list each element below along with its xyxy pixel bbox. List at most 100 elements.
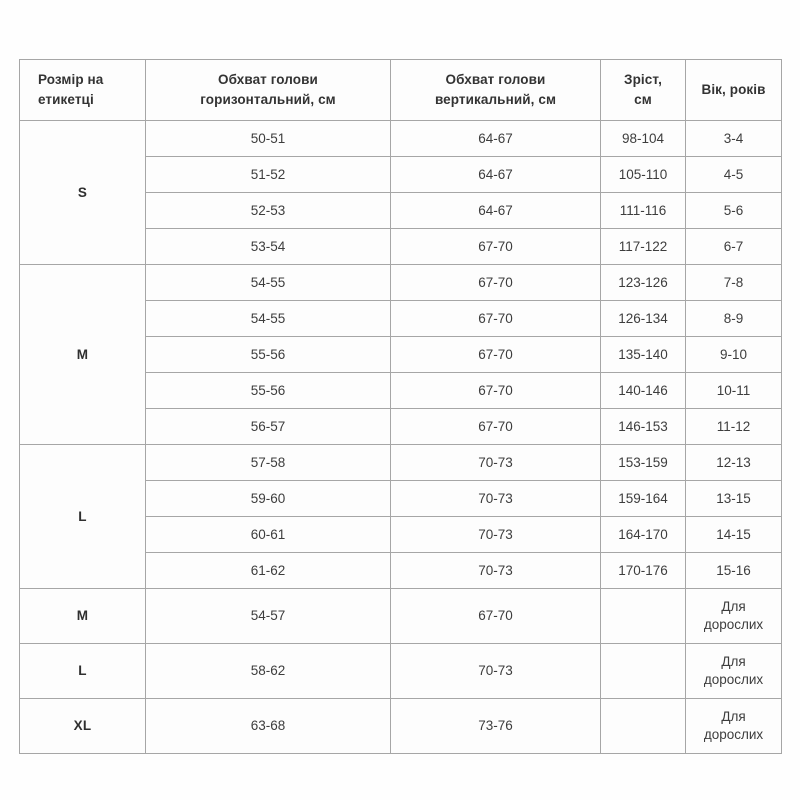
cell-height	[600, 643, 686, 699]
cell-horizontal: 55-56	[145, 372, 391, 409]
column-header-height-line2: см	[634, 92, 652, 107]
cell-age: 6-7	[685, 228, 782, 265]
cell-horizontal: 52-53	[145, 192, 391, 229]
table-row: XL 63-68 73-76 Для дорослих	[19, 698, 782, 754]
column-header-height-line1: Зріст,	[624, 72, 662, 88]
cell-age-line1: Для	[721, 708, 746, 724]
cell-vertical: 67-70	[390, 588, 601, 644]
table-row: 53-54 67-70 117-122 6-7	[20, 228, 782, 265]
cell-vertical: 70-73	[390, 480, 601, 517]
cell-height: 123-126	[600, 264, 686, 301]
cell-vertical: 73-76	[390, 698, 601, 754]
size-label-cell: M	[19, 264, 146, 445]
cell-age-line2: дорослих	[703, 727, 764, 742]
cell-height	[600, 588, 686, 644]
table-row: 51-52 64-67 105-110 4-5	[20, 156, 782, 193]
cell-age: 3-4	[685, 120, 782, 157]
size-label-cell: L	[19, 444, 146, 589]
cell-age: 9-10	[685, 336, 782, 373]
cell-vertical: 64-67	[390, 156, 601, 193]
cell-age: Для дорослих	[685, 698, 782, 754]
cell-age: 4-5	[685, 156, 782, 193]
cell-age-line2: дорослих	[703, 672, 764, 687]
table-row: L 58-62 70-73 Для дорослих	[19, 643, 782, 699]
cell-height: 135-140	[600, 336, 686, 373]
cell-horizontal: 59-60	[145, 480, 391, 517]
cell-horizontal: 51-52	[145, 156, 391, 193]
cell-horizontal: 58-62	[145, 643, 391, 699]
cell-height: 170-176	[600, 552, 686, 589]
cell-horizontal: 57-58	[145, 444, 391, 481]
cell-age: 15-16	[685, 552, 782, 589]
cell-vertical: 70-73	[390, 444, 601, 481]
cell-age: 7-8	[685, 264, 782, 301]
cell-age: Для дорослих	[685, 588, 782, 644]
cell-height: 153-159	[600, 444, 686, 481]
cell-height: 111-116	[600, 192, 686, 229]
table-row: S 50-51 64-67 98-104 3-4	[19, 120, 782, 265]
size-label-cell: XL	[19, 698, 146, 754]
cell-horizontal: 54-57	[145, 588, 391, 644]
column-header-horizontal: Обхват голови горизонтальний, см	[145, 59, 391, 121]
cell-age-line1: Для	[721, 653, 746, 669]
cell-height	[600, 698, 686, 754]
cell-vertical: 70-73	[390, 552, 601, 589]
empty-value	[605, 616, 681, 617]
table-header: Розмір на етикетці Обхват голови горизон…	[19, 59, 782, 121]
column-header-age: Вік, років	[685, 59, 782, 121]
cell-vertical: 67-70	[390, 336, 601, 373]
cell-height: 164-170	[600, 516, 686, 553]
empty-value	[605, 671, 681, 672]
cell-age: 12-13	[685, 444, 782, 481]
cell-height: 117-122	[600, 228, 686, 265]
table-row: 59-60 70-73 159-164 13-15	[20, 480, 782, 517]
empty-value	[605, 726, 681, 727]
table-row: 56-57 67-70 146-153 11-12	[20, 408, 782, 445]
table-row: L 57-58 70-73 153-159 12-13	[19, 444, 782, 589]
cell-age: 8-9	[685, 300, 782, 337]
cell-age: 5-6	[685, 192, 782, 229]
cell-vertical: 64-67	[390, 120, 601, 157]
table-row: M 54-57 67-70 Для дорослих	[19, 588, 782, 644]
cell-vertical: 67-70	[390, 264, 601, 301]
cell-horizontal: 54-55	[145, 264, 391, 301]
cell-horizontal: 55-56	[145, 336, 391, 373]
cell-height: 105-110	[600, 156, 686, 193]
cell-horizontal: 54-55	[145, 300, 391, 337]
cell-vertical: 64-67	[390, 192, 601, 229]
column-header-age-line1: Вік, років	[701, 82, 766, 98]
cell-vertical: 70-73	[390, 516, 601, 553]
table-row: 52-53 64-67 111-116 5-6	[20, 192, 782, 229]
cell-vertical: 67-70	[390, 372, 601, 409]
cell-vertical: 67-70	[390, 408, 601, 445]
size-chart-container: Розмір на етикетці Обхват голови горизон…	[19, 59, 782, 754]
cell-horizontal: 63-68	[145, 698, 391, 754]
cell-horizontal: 53-54	[145, 228, 391, 265]
size-label-cell: L	[19, 643, 146, 699]
table-row: 60-61 70-73 164-170 14-15	[20, 516, 782, 553]
size-label-cell: M	[19, 588, 146, 644]
column-header-size-line2: етикетці	[38, 92, 94, 107]
cell-height: 159-164	[600, 480, 686, 517]
column-header-vertical-line1: Обхват голови	[445, 72, 546, 88]
cell-vertical: 67-70	[390, 228, 601, 265]
column-header-horizontal-line2: горизонтальний, см	[200, 92, 336, 107]
column-header-horizontal-line1: Обхват голови	[218, 72, 318, 88]
column-header-height: Зріст, см	[600, 59, 686, 121]
cell-horizontal: 56-57	[145, 408, 391, 445]
cell-height: 126-134	[600, 300, 686, 337]
header-row: Розмір на етикетці Обхват голови горизон…	[19, 59, 782, 121]
cell-age: 10-11	[685, 372, 782, 409]
cell-age-line2: дорослих	[703, 617, 764, 632]
table-row: M 54-55 67-70 123-126 7-8	[19, 264, 782, 445]
cell-vertical: 67-70	[390, 300, 601, 337]
size-label-cell: S	[19, 120, 146, 265]
cell-age: 14-15	[685, 516, 782, 553]
cell-height: 146-153	[600, 408, 686, 445]
cell-height: 98-104	[600, 120, 686, 157]
table-row: 54-55 67-70 126-134 8-9	[20, 300, 782, 337]
cell-age: Для дорослих	[685, 643, 782, 699]
column-header-vertical: Обхват голови вертикальний, см	[390, 59, 601, 121]
column-header-vertical-line2: вертикальний, см	[434, 92, 557, 107]
table-row: 55-56 67-70 140-146 10-11	[20, 372, 782, 409]
